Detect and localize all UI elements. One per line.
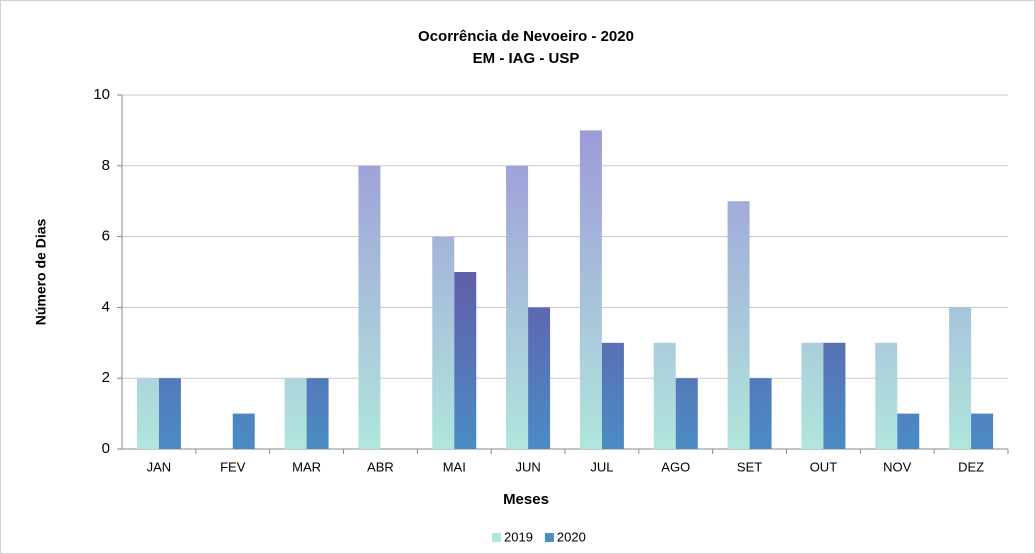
bar (358, 165, 381, 450)
x-tick-label: MAI (443, 459, 466, 474)
bar (823, 342, 846, 449)
y-tick-label: 6 (102, 228, 110, 245)
bar (749, 378, 772, 449)
x-tick-label: MAR (292, 459, 321, 474)
legend-swatch (544, 533, 554, 542)
x-tick-label: SET (737, 459, 762, 474)
bar (232, 413, 255, 449)
bar (897, 413, 920, 449)
bar (875, 342, 898, 449)
legend-label: 2020 (557, 529, 586, 544)
bar (454, 272, 477, 449)
bar (727, 201, 750, 449)
bar (284, 378, 307, 449)
chart-subtitle: EM - IAG - USP (473, 50, 580, 67)
legend-label: 2019 (504, 529, 533, 544)
bar (528, 307, 551, 449)
bar (432, 236, 455, 449)
y-tick-label: 0 (102, 440, 110, 457)
y-tick-label: 2 (102, 369, 110, 386)
bar (653, 342, 676, 449)
bar (801, 342, 824, 449)
bar (506, 165, 529, 450)
x-tick-label: OUT (810, 459, 838, 474)
y-tick-label: 10 (93, 86, 110, 103)
x-tick-label: ABR (367, 459, 394, 474)
x-tick-label: NOV (883, 459, 912, 474)
y-axis-label: Número de Dias (33, 218, 49, 325)
bar (601, 342, 624, 449)
chart-title: Ocorrência de Nevoeiro - 2020 (418, 28, 634, 45)
x-tick-label: AGO (661, 459, 690, 474)
bar (675, 378, 698, 449)
x-axis-label: Meses (503, 491, 549, 508)
bar (971, 413, 994, 449)
y-tick-label: 8 (102, 157, 110, 174)
bar (158, 378, 181, 449)
x-tick-label: DEZ (958, 459, 984, 474)
y-tick-label: 4 (102, 298, 110, 315)
bar (136, 378, 159, 449)
x-tick-label: JAN (147, 459, 172, 474)
bar (306, 378, 329, 449)
bar (949, 307, 972, 449)
x-tick-label: FEV (220, 459, 246, 474)
legend-swatch (492, 533, 501, 542)
x-tick-label: JUL (590, 459, 613, 474)
x-tick-label: JUN (515, 459, 540, 474)
bar (579, 130, 602, 449)
